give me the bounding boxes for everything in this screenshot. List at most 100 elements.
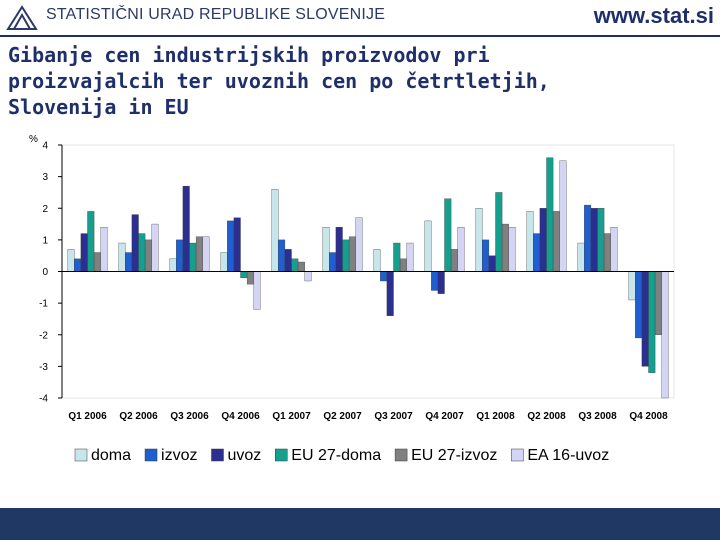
- sursi-logo-icon: [6, 5, 38, 30]
- bar-izvoz-q3-2006: [176, 239, 184, 272]
- bar-doma-q4-2007: [424, 220, 432, 272]
- bar-eu-27-doma-q2-2007: [342, 239, 350, 272]
- bar-eu-27-izvoz-q3-2007: [399, 258, 407, 272]
- bar-ea-16-uvoz-q4-2006: [253, 271, 261, 310]
- bar-eu-27-izvoz-q1-2008: [501, 223, 509, 272]
- bar-doma-q2-2006: [118, 242, 126, 272]
- bar-eu-27-doma-q3-2008: [597, 208, 605, 272]
- bar-ea-16-uvoz-q1-2008: [508, 227, 516, 272]
- bar-izvoz-q1-2007: [278, 239, 286, 272]
- legend-swatch: [74, 448, 88, 462]
- bar-eu-27-doma-q3-2006: [189, 242, 197, 272]
- bar-ea-16-uvoz-q3-2006: [202, 236, 210, 272]
- bar-izvoz-q4-2006: [227, 220, 235, 272]
- bar-uvoz-q1-2006: [80, 233, 88, 272]
- x-category-label: Q3 2006: [170, 411, 209, 422]
- bar-uvoz-q1-2008: [488, 255, 496, 272]
- bar-ea-16-uvoz-q1-2006: [100, 227, 108, 272]
- y-tick-label: 1: [42, 235, 48, 246]
- bar-eu-27-doma-q1-2007: [291, 258, 299, 272]
- x-category-label: Q2 2006: [119, 411, 158, 422]
- y-tick-label: -1: [39, 299, 48, 310]
- bar-ea-16-uvoz-q4-2007: [457, 227, 465, 272]
- bar-doma-q4-2008: [628, 271, 636, 301]
- bar-uvoz-q2-2007: [335, 227, 343, 272]
- website-link[interactable]: www.stat.si: [593, 3, 714, 28]
- bar-ea-16-uvoz-q2-2006: [151, 223, 159, 272]
- legend-swatch: [511, 448, 524, 462]
- bar-eu-27-izvoz-q4-2007: [450, 249, 458, 272]
- bar-eu-27-doma-q2-2008: [546, 157, 554, 272]
- bar-uvoz-q3-2007: [386, 271, 394, 316]
- y-tick-label: 2: [42, 204, 48, 215]
- bar-eu-27-izvoz-q2-2008: [552, 211, 560, 272]
- bar-ea-16-uvoz-q3-2008: [610, 227, 618, 272]
- bar-izvoz-q2-2007: [329, 252, 337, 272]
- y-tick-label: -4: [39, 394, 48, 405]
- legend-swatch: [394, 448, 408, 462]
- legend-label: izvoz: [161, 447, 197, 464]
- legend-swatch: [211, 448, 224, 462]
- y-tick-label: -3: [39, 362, 48, 373]
- bar-doma-q1-2007: [271, 189, 279, 272]
- x-category-label: Q1 2007: [272, 411, 311, 422]
- legend-label: uvoz: [227, 447, 261, 464]
- bar-ea-16-uvoz-q4-2008: [661, 271, 669, 399]
- y-tick-label: 3: [42, 172, 48, 183]
- bar-izvoz-q2-2006: [125, 252, 133, 272]
- bar-eu-27-izvoz-q2-2006: [144, 239, 152, 272]
- bar-doma-q3-2006: [169, 258, 177, 272]
- bar-eu-27-izvoz-q3-2006: [195, 236, 203, 272]
- bar-uvoz-q4-2007: [437, 271, 445, 294]
- legend: doma izvoz uvoz EU 27-doma EU 27-izvoz EA 16-…: [74, 447, 609, 464]
- footer-bar: [0, 508, 720, 540]
- bar-eu-27-izvoz-q3-2008: [603, 233, 611, 272]
- bar-eu-27-izvoz-q1-2007: [297, 261, 305, 272]
- bar-doma-q1-2008: [475, 208, 483, 272]
- y-tick-label: 4: [42, 141, 48, 152]
- legend-label: EU 27-izvoz: [411, 447, 497, 464]
- bar-uvoz-q2-2008: [539, 208, 547, 272]
- bar-izvoz-q3-2007: [380, 271, 388, 282]
- bar-eu-27-doma-q2-2006: [138, 233, 146, 272]
- x-category-label: Q2 2007: [323, 411, 362, 422]
- y-axis-label: %: [29, 134, 38, 145]
- x-category-label: Q4 2006: [221, 411, 260, 422]
- x-category-label: Q2 2008: [527, 411, 566, 422]
- bar-eu-27-izvoz-q4-2008: [654, 271, 662, 335]
- bar-eu-27-izvoz-q1-2006: [93, 252, 101, 272]
- bar-ea-16-uvoz-q2-2007: [355, 217, 363, 272]
- x-category-label: Q3 2008: [578, 411, 617, 422]
- legend-label: doma: [91, 447, 131, 464]
- bar-eu-27-doma-q1-2006: [87, 211, 95, 272]
- bar-izvoz-q4-2008: [635, 271, 643, 339]
- bar-ea-16-uvoz-q1-2007: [304, 271, 312, 282]
- y-tick-label: 0: [42, 267, 48, 278]
- page-title: Gibanje cen industrijskih proizvodov pri…: [8, 43, 550, 119]
- bar-uvoz-q4-2008: [641, 271, 649, 367]
- bar-ea-16-uvoz-q2-2008: [559, 160, 567, 272]
- x-category-label: Q1 2008: [476, 411, 515, 422]
- bar-eu-27-doma-q1-2008: [495, 192, 503, 272]
- bar-izvoz-q4-2007: [431, 271, 439, 291]
- bar-eu-27-doma-q4-2006: [240, 271, 248, 279]
- bar-doma-q3-2007: [373, 249, 381, 272]
- bars-group: [67, 157, 669, 399]
- axes-group: 4 3 2 1 0 -1 -2 -3 -4 Q1 2006 Q2 2006 Q3 2006 Q4 200…: [39, 141, 674, 422]
- bar-uvoz-q3-2006: [182, 185, 190, 272]
- bar-izvoz-q1-2008: [482, 239, 490, 272]
- bar-eu-27-izvoz-q4-2006: [246, 271, 254, 285]
- organization-name: STATISTIČNI URAD REPUBLIKE SLOVENIJE: [46, 6, 386, 23]
- legend-label: EU 27-doma: [291, 447, 381, 464]
- bar-doma-q3-2008: [577, 242, 585, 272]
- bar-uvoz-q2-2006: [131, 214, 139, 272]
- bar-chart: % 4 3 2 1 0 -1 -2 -3 -4 Q1 2006 Q2 2006 Q3 2006 Q4 2…: [29, 134, 675, 464]
- x-category-label: Q4 2007: [425, 411, 464, 422]
- header-divider: [0, 35, 720, 37]
- bar-doma-q2-2007: [322, 227, 330, 272]
- legend-label: EA 16-uvoz: [527, 447, 609, 464]
- bar-eu-27-izvoz-q2-2007: [348, 236, 356, 272]
- bar-izvoz-q3-2008: [584, 204, 592, 272]
- y-tick-label: -2: [39, 330, 48, 341]
- legend-swatch: [275, 448, 288, 462]
